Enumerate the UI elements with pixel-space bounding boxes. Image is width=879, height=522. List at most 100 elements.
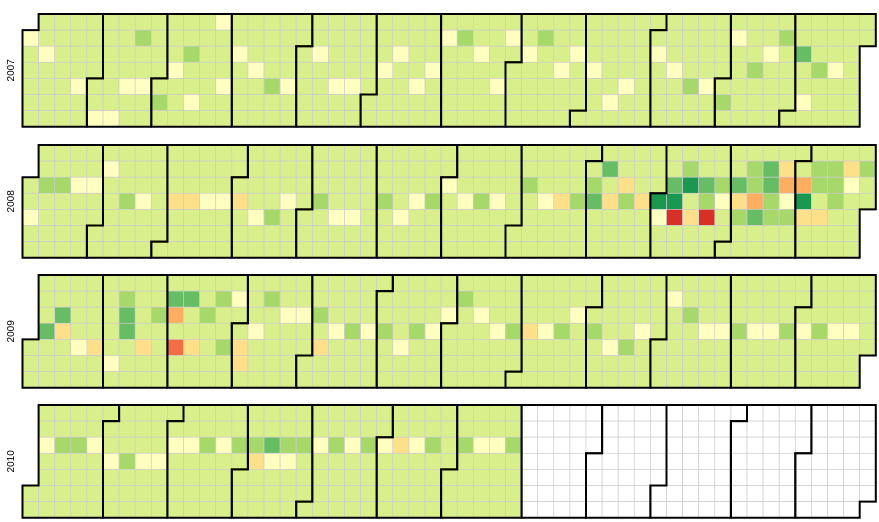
- day-cell: 2010-01-21: [70, 469, 88, 486]
- day-cell: 2008-10-17: [682, 225, 700, 242]
- day-cell: 2007-02-07: [102, 61, 120, 79]
- day-cell: 2009-06-08: [392, 290, 410, 308]
- day-cell: 2010-09-27: [650, 420, 667, 438]
- day-cell: 2010-03-10: [183, 452, 200, 470]
- day-cell: 2008-08-09: [521, 241, 539, 259]
- day-cell: 2007-02-25: [150, 13, 168, 31]
- day-cell: 2009-06-02: [376, 306, 394, 324]
- day-cell: 2007-04-02: [231, 29, 249, 47]
- day-cell: 2008-04-07: [247, 160, 265, 178]
- day-cell: 2007-05-31: [360, 78, 378, 95]
- day-cell: 2010-08-27: [569, 485, 587, 502]
- day-cell: 2008-09-13: [601, 241, 619, 259]
- day-cell: 2010-07-27: [505, 436, 522, 454]
- day-cell: 2008-11-16: [762, 144, 780, 162]
- day-cell: 2010-09-19: [633, 404, 651, 422]
- day-cell: 2008-07-11: [456, 225, 474, 242]
- day-cell: 2009-08-15: [537, 371, 555, 389]
- day-cell: 2010-07-02: [440, 485, 458, 502]
- day-cell: 2007-10-27: [698, 110, 716, 128]
- day-cell: 2008-11-10: [746, 160, 764, 178]
- day-cell: 2010-04-07: [247, 452, 265, 470]
- day-cell: 2008-08-13: [537, 192, 555, 210]
- day-cell: 2009-07-09: [456, 339, 474, 356]
- day-cell: 2008-11-14: [746, 225, 764, 242]
- day-cell: 2007-08-04: [505, 110, 522, 128]
- day-cell: 2007-03-28: [215, 61, 233, 79]
- day-cell: 2010-11-30: [794, 436, 812, 454]
- day-cell: 2010-04-23: [279, 485, 297, 502]
- day-cell: 2009-12-05: [794, 371, 812, 389]
- day-cell: 2007-07-10: [456, 45, 474, 63]
- day-cell: 2009-05-28: [360, 339, 378, 356]
- day-cell: 2009-10-25: [714, 274, 732, 292]
- day-cell: 2009-07-19: [489, 274, 506, 292]
- day-cell: 2009-07-18: [472, 371, 490, 389]
- day-cell: 2010-08-13: [537, 485, 555, 502]
- day-cell: 2008-01-29: [86, 176, 104, 194]
- day-cells: 2009-01-012009-01-022009-01-03 2009-01-04…: [22, 274, 877, 389]
- day-cell: 2010-10-07: [666, 469, 683, 486]
- day-cell: 2008-11-22: [762, 241, 780, 259]
- day-cell: 2009-11-04: [730, 322, 748, 340]
- day-cell: 2009-09-16: [617, 322, 635, 340]
- month-outline: [21, 274, 104, 389]
- day-cell: 2007-09-30: [650, 13, 667, 31]
- day-cell: 2009-08-26: [569, 322, 587, 340]
- day-cell: 2007-12-26: [843, 61, 861, 79]
- day-cell: 2007-12-27: [843, 78, 861, 95]
- day-cell: 2008-08-29: [569, 225, 587, 242]
- day-cell: 2010-12-03: [794, 485, 812, 502]
- day-cell: 2010-10-03: [666, 404, 683, 422]
- day-cell: 2008-08-31: [585, 144, 603, 162]
- day-cell: 2010-10-29: [714, 485, 732, 502]
- day-cell: 2010-11-17: [762, 452, 780, 470]
- day-cell: 2010-08-08: [537, 404, 555, 422]
- day-cell: 2007-12-18: [827, 45, 844, 63]
- day-cell: 2009-02-07: [102, 371, 120, 389]
- day-cell: 2008-12-25: [843, 209, 861, 226]
- day-cell: 2010-11-28: [794, 404, 812, 422]
- day-cell: 2010-10-15: [682, 485, 700, 502]
- day-cell: 2008-12-05: [794, 225, 812, 242]
- day-cell: 2008-05-18: [344, 144, 361, 162]
- day-cell: 2008-01-04: [22, 225, 39, 242]
- day-cell: 2007-07-16: [472, 29, 490, 47]
- day-cell: 2009-02-26: [150, 339, 168, 356]
- day-cell: 2010-08-22: [569, 404, 587, 422]
- day-cell: 2009-04-01: [231, 322, 249, 340]
- day-cell: 2010-05-03: [311, 420, 329, 438]
- day-cell: 2008-08-10: [537, 144, 555, 162]
- day-cell: 2007-05-12: [311, 110, 329, 128]
- day-cell: 2010-04-02: [231, 485, 249, 502]
- day-cell: 2008-05-30: [360, 225, 378, 242]
- day-cell: 2009-05-05: [311, 306, 329, 324]
- day-cell: 2010-03-17: [199, 452, 217, 470]
- day-cell: 2009-10-09: [666, 355, 683, 372]
- day-cell: 2009-03-27: [215, 355, 233, 372]
- day-cell: 2007-11-07: [730, 61, 748, 79]
- day-cell: 2007-03-14: [183, 61, 200, 79]
- day-cell: 2007-08-15: [537, 61, 555, 79]
- day-cell: 2010-06-28: [440, 420, 458, 438]
- day-cell: 2007-05-08: [311, 45, 329, 63]
- day-cell: 2007-04-03: [231, 45, 249, 63]
- day-cell: 2007-01-02: [22, 45, 39, 63]
- day-cell: 2009-08-22: [553, 371, 571, 389]
- day-cell: 2008-06-20: [408, 225, 426, 242]
- day-cell: 2010-02-14: [134, 404, 152, 422]
- day-cell: 2009-11-22: [778, 274, 796, 292]
- day-cell: 2008-08-01: [505, 225, 522, 242]
- day-cell: 2009-01-18: [70, 274, 88, 292]
- day-cell: 2008-05-25: [360, 144, 378, 162]
- day-cell: 2010-06-19: [408, 501, 426, 519]
- day-cell: 2009-07-28: [505, 306, 522, 324]
- day-cell: 2010-07-18: [489, 404, 506, 422]
- day-cell: 2007-03-07: [167, 61, 184, 79]
- day-cell: 2009-04-02: [231, 339, 249, 356]
- day-cell: 2007-11-21: [762, 61, 780, 79]
- day-cell: 2010-01-01: [22, 485, 39, 502]
- day-cell: 2010-05-24: [360, 420, 378, 438]
- day-cell: 2008-11-30: [794, 144, 812, 162]
- day-cell: 2007-08-23: [553, 78, 571, 95]
